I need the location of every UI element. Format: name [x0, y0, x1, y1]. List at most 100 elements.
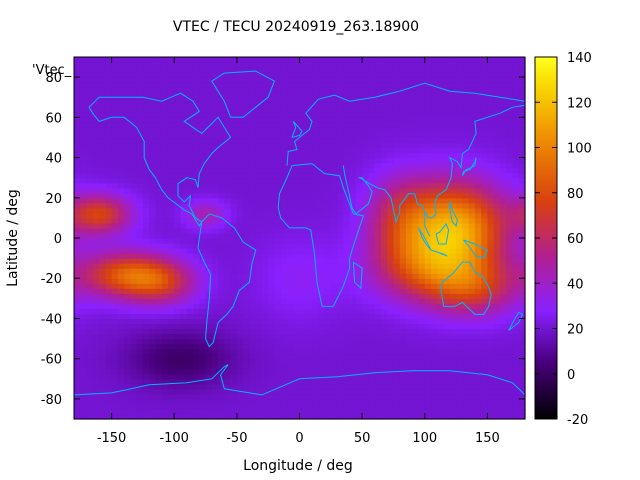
heatmap-cell [243, 373, 250, 380]
heatmap-cell [437, 323, 445, 330]
heatmap-cell [355, 142, 363, 149]
heatmap-cell [324, 253, 332, 259]
heatmap-cell [249, 87, 257, 93]
heatmap-cell [105, 182, 113, 189]
heatmap-cell [374, 97, 382, 103]
heatmap-cell [343, 162, 351, 169]
heatmap-cell [211, 273, 219, 279]
heatmap-cell [343, 202, 351, 209]
heatmap-cell [280, 363, 288, 370]
heatmap-cell [399, 378, 407, 385]
heatmap-cell [481, 368, 489, 375]
heatmap-cell [349, 358, 357, 365]
heatmap-cell [349, 303, 357, 309]
heatmap-cell [105, 132, 113, 139]
heatmap-cell [155, 197, 163, 204]
heatmap-cell [236, 157, 244, 164]
heatmap-cell [92, 202, 100, 209]
heatmap-cell [337, 162, 344, 169]
heatmap-cell [518, 187, 526, 194]
heatmap-cell [368, 217, 376, 224]
heatmap-cell [186, 398, 194, 405]
heatmap-cell [456, 177, 463, 184]
heatmap-cell [405, 353, 413, 360]
heatmap-cell [362, 353, 370, 360]
heatmap-cell [199, 298, 207, 304]
heatmap-cell [293, 142, 301, 149]
heatmap-cell [86, 368, 94, 375]
heatmap-cell [286, 77, 294, 83]
heatmap-cell [199, 112, 207, 118]
heatmap-cell [355, 363, 363, 370]
heatmap-cell [167, 142, 175, 149]
heatmap-cell [499, 97, 507, 103]
heatmap-cell [92, 258, 100, 264]
heatmap-cell [180, 313, 188, 320]
heatmap-cell [117, 238, 125, 244]
heatmap-cell [218, 132, 225, 139]
heatmap-cell [362, 232, 370, 239]
heatmap-cell [399, 358, 407, 365]
heatmap-cell [499, 232, 507, 239]
heatmap-cell [149, 92, 157, 98]
heatmap-cell [368, 112, 376, 118]
heatmap-cell [418, 248, 426, 254]
heatmap-cell [249, 343, 257, 350]
heatmap-cell [286, 318, 294, 325]
heatmap-cell [355, 187, 363, 194]
heatmap-cell [161, 413, 169, 420]
heatmap-cell [174, 82, 182, 88]
heatmap-cell [487, 348, 495, 355]
heatmap-cell [305, 253, 313, 259]
heatmap-cell [474, 232, 482, 239]
heatmap-cell [280, 92, 288, 98]
heatmap-cell [512, 258, 520, 264]
heatmap-cell [343, 232, 351, 239]
heatmap-cell [362, 288, 370, 294]
heatmap-cell [418, 147, 426, 154]
heatmap-cell [99, 263, 106, 269]
heatmap-cell [174, 212, 182, 219]
heatmap-cell [174, 77, 182, 83]
heatmap-cell [312, 177, 319, 184]
heatmap-cell [149, 147, 157, 154]
heatmap-cell [255, 202, 263, 209]
heatmap-cell [280, 373, 288, 380]
heatmap-cell [393, 353, 401, 360]
heatmap-cell [136, 303, 144, 309]
heatmap-cell [167, 293, 175, 299]
heatmap-cell [418, 373, 426, 380]
heatmap-cell [180, 227, 188, 234]
heatmap-cell [243, 323, 250, 330]
heatmap-cell [199, 72, 207, 78]
heatmap-cell [230, 273, 238, 279]
heatmap-cell [305, 172, 313, 179]
heatmap-cell [86, 333, 94, 340]
heatmap-cell [468, 182, 476, 189]
heatmap-cell [117, 253, 125, 259]
heatmap-cell [418, 293, 426, 299]
heatmap-cell [236, 137, 244, 144]
heatmap-cell [255, 413, 263, 420]
heatmap-cell [405, 253, 413, 259]
heatmap-cell [92, 182, 100, 189]
heatmap-cell [443, 413, 451, 420]
heatmap-cell [312, 323, 319, 330]
heatmap-cell [274, 408, 282, 415]
heatmap-cell [380, 333, 388, 340]
heatmap-cell [174, 398, 182, 405]
heatmap-cell [211, 293, 219, 299]
heatmap-cell [305, 333, 313, 340]
heatmap-cell [124, 368, 131, 375]
heatmap-cell [99, 378, 106, 385]
heatmap-cell [174, 373, 182, 380]
heatmap-cell [174, 358, 182, 365]
heatmap-cell [374, 77, 382, 83]
heatmap-cell [268, 408, 276, 415]
heatmap-cell [493, 192, 501, 199]
heatmap-cell [462, 182, 470, 189]
heatmap-cell [349, 248, 357, 254]
heatmap-cell [380, 132, 388, 139]
heatmap-cell [506, 207, 514, 214]
heatmap-cell [343, 147, 351, 154]
